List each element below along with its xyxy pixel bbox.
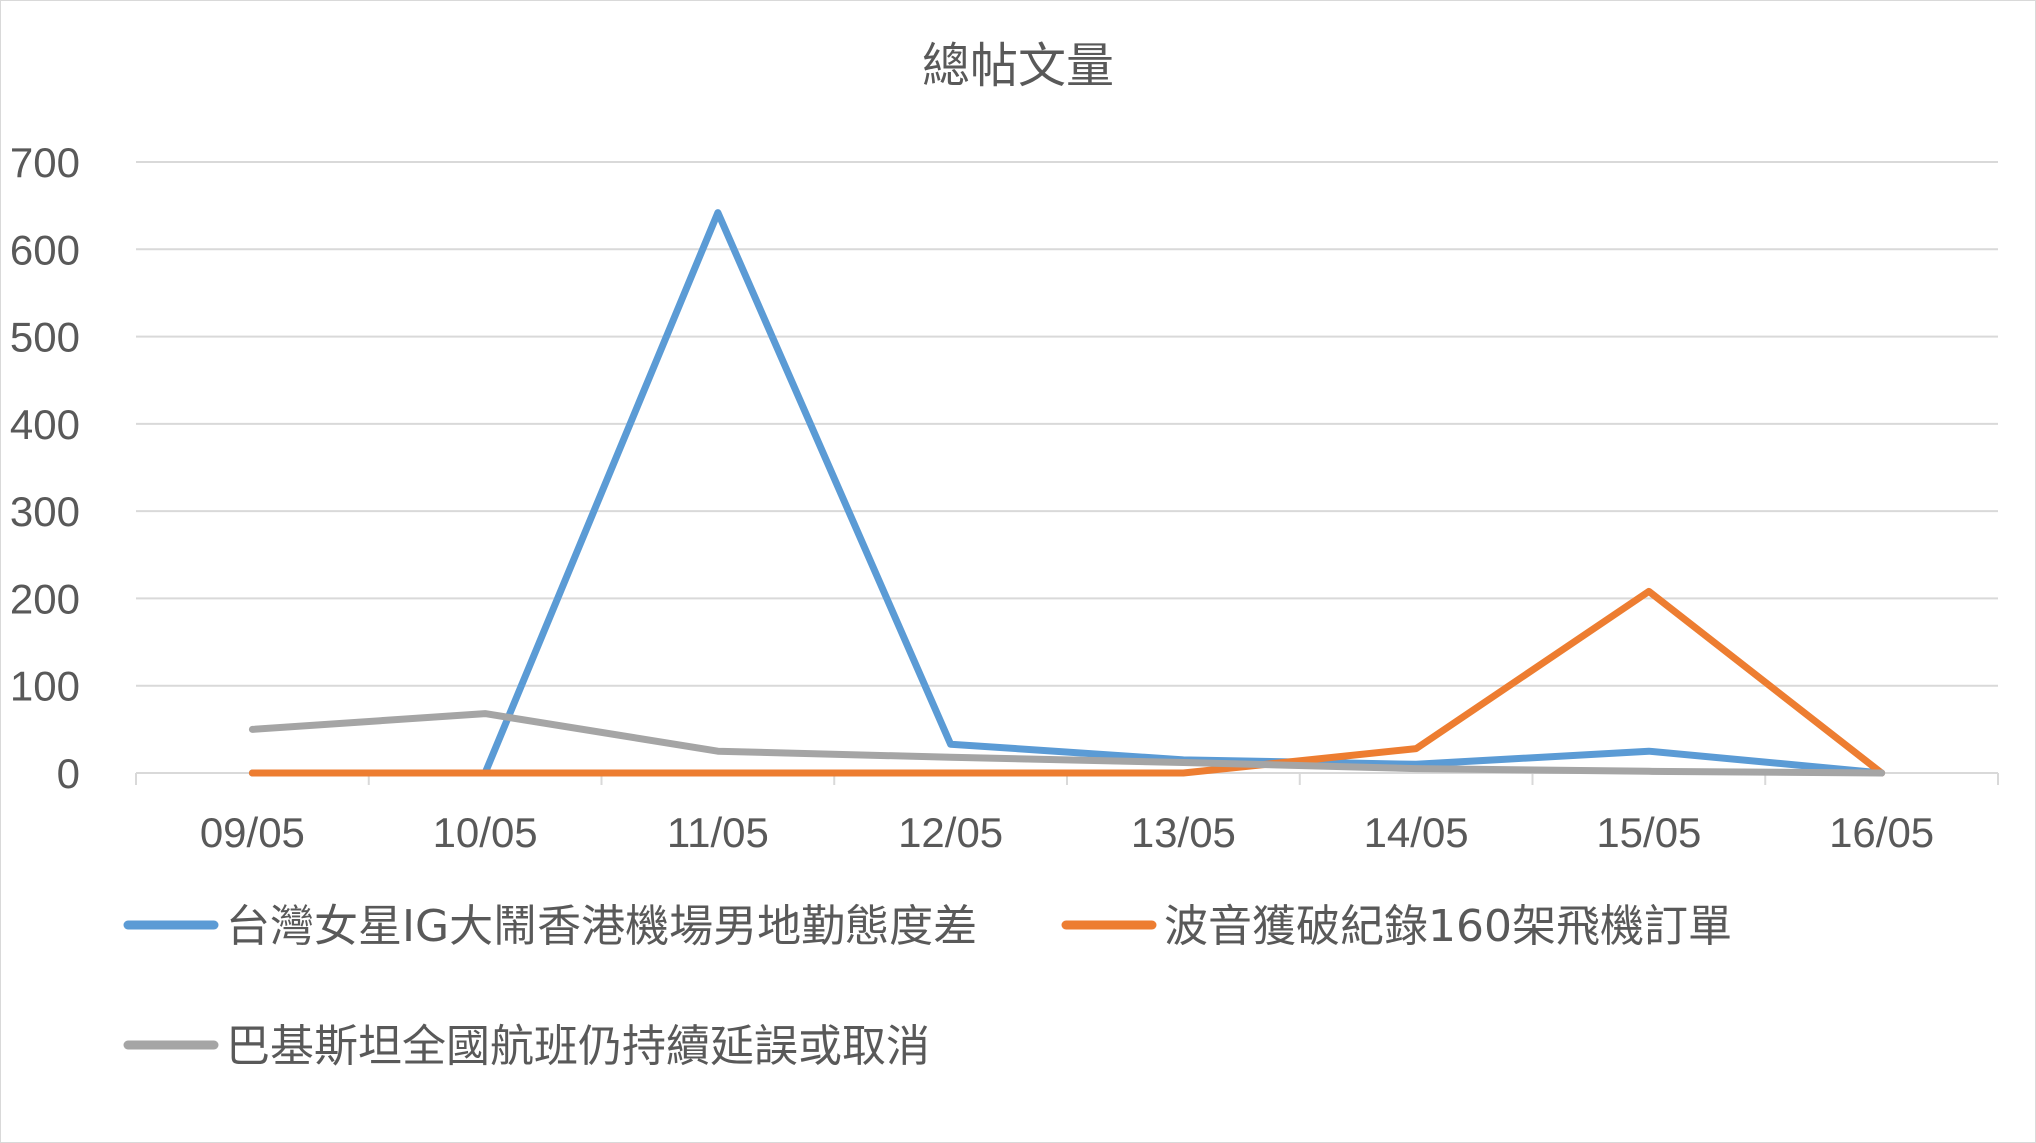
legend: 台灣女星IG大鬧香港機場男地勤態度差 波音獲破紀錄160架飛機訂單巴基斯坦全國航班… xyxy=(123,901,1732,1072)
x-tick-label: 14/05 xyxy=(1364,809,1469,856)
legend-label-3: 巴基斯坦全國航班仍持續延誤或取消 xyxy=(226,1021,930,1072)
x-tick-label: 11/05 xyxy=(667,809,769,856)
y-axis-tick-labels: 0 100 200 300 400 500 600 700 xyxy=(10,139,80,797)
y-tick-label: 200 xyxy=(10,575,80,622)
series-line-1 xyxy=(248,209,1886,777)
x-tick-label: 12/05 xyxy=(898,809,1003,856)
legend-label-2: 波音獲破紀錄160架飛機訂單 xyxy=(1164,901,1732,952)
legend-label-1: 台灣女星IG大鬧香港機場男地勤態度差 xyxy=(226,901,977,952)
y-tick-label: 500 xyxy=(10,314,80,361)
series-lines xyxy=(248,209,1886,777)
y-tick-label: 300 xyxy=(10,488,80,535)
chart-title: 總帖文量 xyxy=(922,38,1114,94)
x-tick-label: 16/05 xyxy=(1829,809,1934,856)
x-tick-label: 10/05 xyxy=(433,809,538,856)
series-line-2 xyxy=(248,587,1886,777)
x-tick-label: 09/05 xyxy=(200,809,305,856)
x-axis-tick-labels: 09/05 10/05 11/05 12/05 13/05 14/05 15/05 16/05 xyxy=(200,809,1934,856)
y-tick-label: 400 xyxy=(10,401,80,448)
series-line-3 xyxy=(248,710,1886,777)
y-tick-label: 700 xyxy=(10,139,80,186)
gridlines xyxy=(136,161,1998,687)
x-tick-label: 15/05 xyxy=(1596,809,1701,856)
y-tick-label: 600 xyxy=(10,226,80,273)
y-tick-label: 0 xyxy=(57,750,80,797)
x-tick-label: 13/05 xyxy=(1131,809,1236,856)
y-tick-label: 100 xyxy=(10,663,80,710)
